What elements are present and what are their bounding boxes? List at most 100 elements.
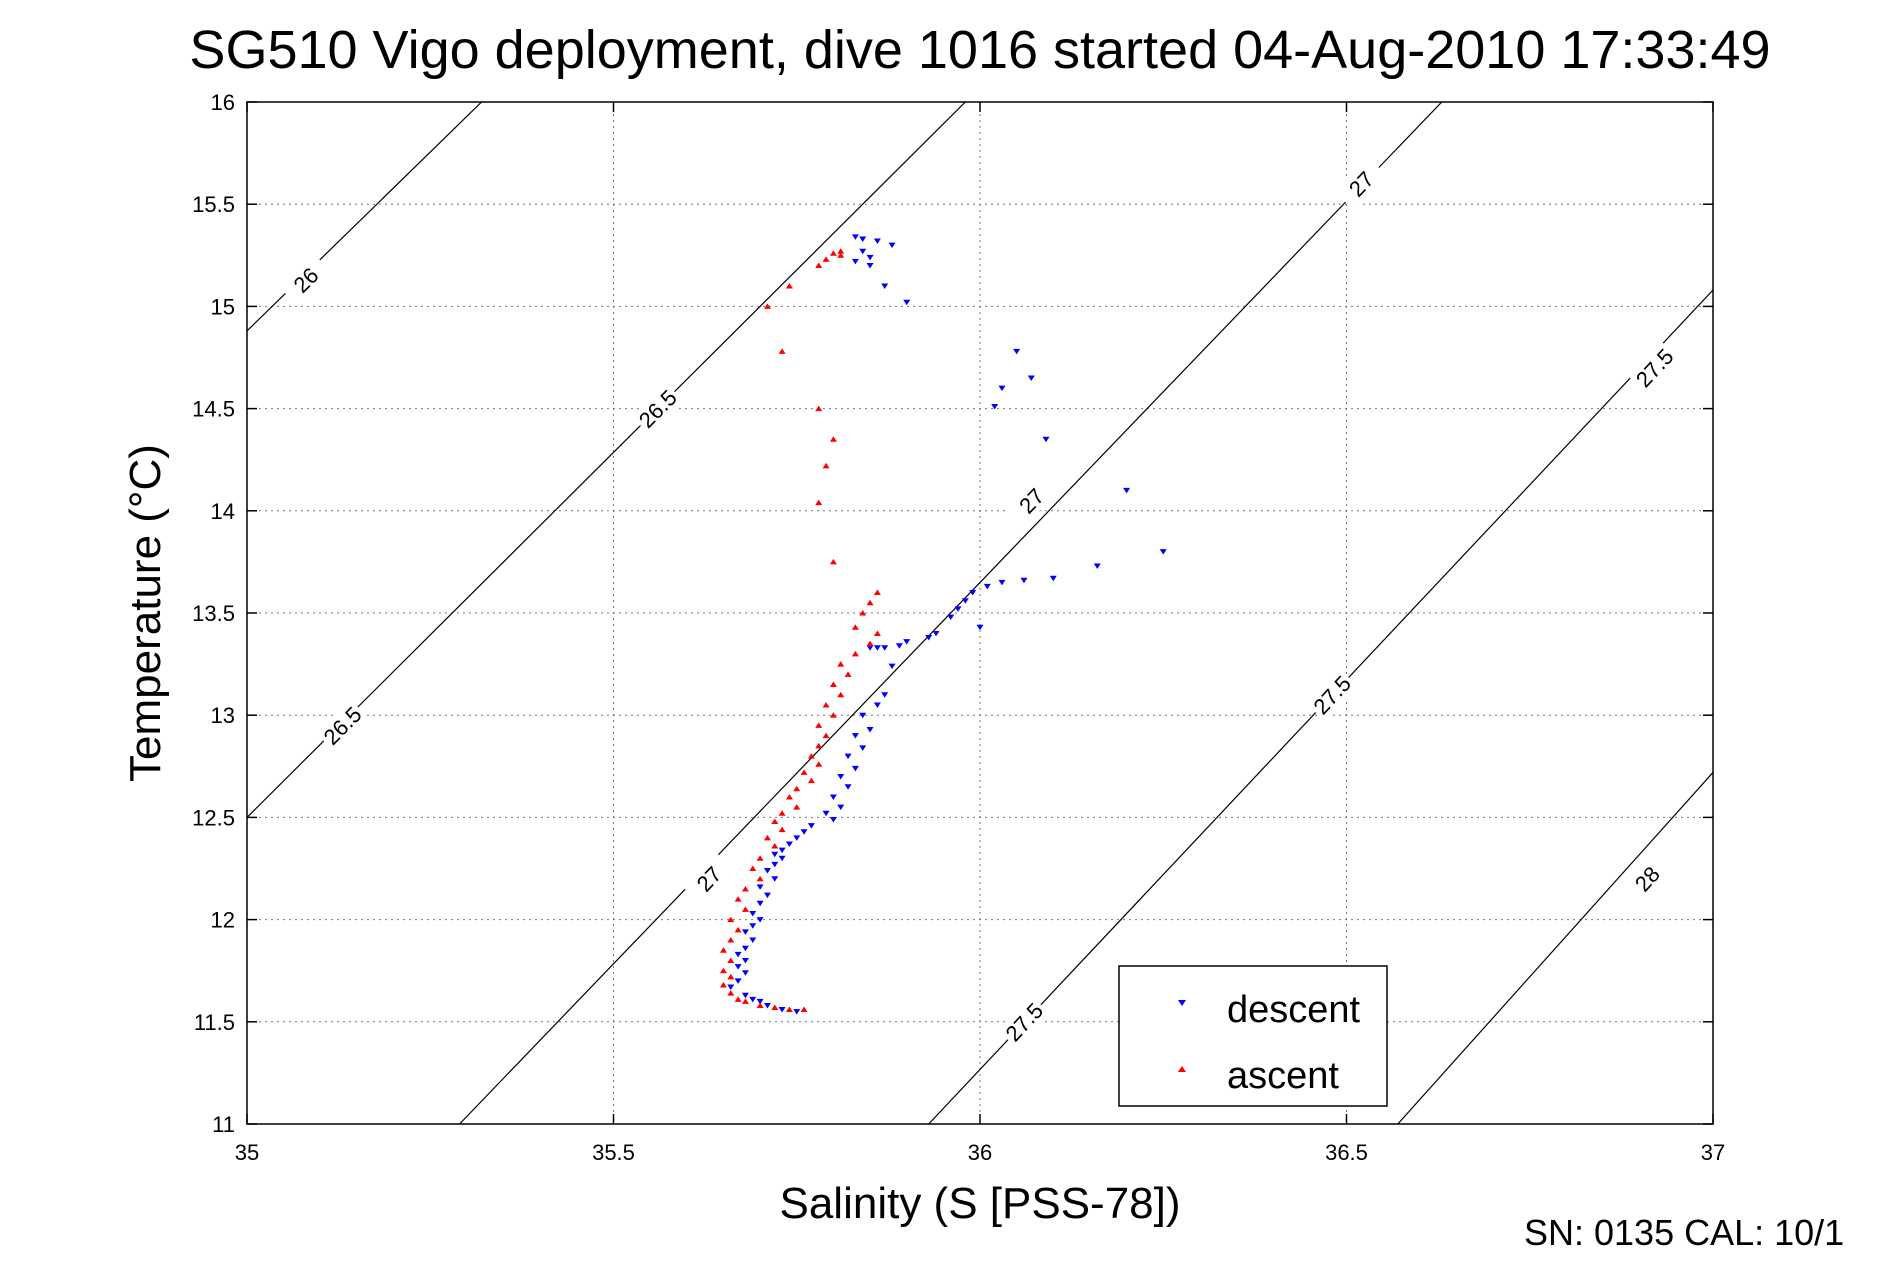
ascent-point bbox=[734, 926, 742, 933]
y-tick-label: 12.5 bbox=[192, 805, 235, 830]
descent-point bbox=[749, 996, 757, 1003]
descent-point bbox=[749, 923, 757, 929]
descent-point bbox=[741, 929, 749, 935]
density-contours bbox=[247, 102, 1713, 1124]
ascent-point bbox=[829, 558, 837, 565]
descent-point bbox=[734, 951, 742, 958]
ascent-point bbox=[837, 252, 845, 258]
ascent-point bbox=[851, 650, 859, 657]
ascent-point bbox=[763, 834, 771, 841]
ascent-point bbox=[771, 1004, 779, 1010]
ascent-point bbox=[778, 810, 786, 816]
ascent-point bbox=[829, 436, 837, 442]
ascent-point bbox=[837, 248, 845, 254]
ascent-point bbox=[778, 826, 786, 833]
descent-point bbox=[800, 829, 808, 835]
descent-point bbox=[844, 753, 852, 760]
ascent-point bbox=[807, 777, 815, 784]
ascent-point bbox=[727, 957, 735, 963]
ascent-point bbox=[771, 843, 779, 849]
legend: descent ascent bbox=[1118, 965, 1388, 1107]
y-tick-label: 11.5 bbox=[194, 1010, 235, 1035]
descent-point bbox=[998, 385, 1006, 392]
descent-point bbox=[763, 868, 771, 874]
descent-point bbox=[793, 835, 801, 841]
ascent-point bbox=[734, 896, 742, 902]
descent-point bbox=[1123, 487, 1131, 494]
x-tick-labels: 35 35.5 36 36.5 37 bbox=[235, 1140, 1725, 1165]
legend-label-descent: descent bbox=[1227, 989, 1361, 1031]
ascent-point bbox=[763, 303, 771, 309]
legend-marker-descent bbox=[1178, 1000, 1186, 1006]
y-tick-label: 14 bbox=[211, 499, 235, 524]
y-axis-label: Temperature (°C) bbox=[121, 444, 170, 782]
ascent-point bbox=[756, 875, 764, 882]
descent-point bbox=[925, 635, 933, 641]
ascent-point bbox=[807, 753, 815, 759]
ascent-point bbox=[785, 282, 793, 289]
x-tick-label: 35.5 bbox=[592, 1140, 635, 1165]
ascent-point bbox=[785, 793, 793, 800]
x-axis-label: Salinity (S [PSS-78]) bbox=[779, 1179, 1180, 1228]
descent-point bbox=[851, 765, 859, 772]
density-contour-line bbox=[247, 102, 966, 818]
contour-label-background bbox=[1005, 474, 1058, 527]
ascent-point bbox=[822, 256, 830, 262]
descent-point bbox=[866, 727, 874, 733]
ascent-point bbox=[727, 990, 735, 996]
ascent-point bbox=[815, 499, 823, 506]
ascent-point bbox=[822, 462, 830, 469]
descent-point bbox=[1093, 563, 1101, 569]
ascent-point bbox=[785, 1006, 793, 1013]
contour-label-background bbox=[1305, 668, 1358, 722]
descent-point bbox=[851, 258, 859, 265]
x-tick-label: 37 bbox=[1701, 1140, 1725, 1165]
contour-label-background bbox=[1621, 852, 1673, 906]
descent-point bbox=[991, 404, 999, 410]
descent-point bbox=[771, 861, 779, 868]
descent-point bbox=[881, 645, 889, 651]
descent-point bbox=[756, 900, 764, 907]
descent-point bbox=[771, 851, 779, 858]
ascent-point bbox=[719, 982, 727, 988]
descent-point bbox=[859, 248, 867, 255]
ascent-point bbox=[719, 947, 727, 953]
descent-point bbox=[1049, 575, 1057, 582]
ascent-point bbox=[741, 885, 749, 892]
y-tick-label: 16 bbox=[211, 90, 235, 115]
descent-point bbox=[976, 624, 984, 631]
descent-point bbox=[793, 1009, 801, 1015]
descent-point bbox=[756, 884, 764, 890]
descent-point bbox=[859, 712, 867, 719]
ascent-point bbox=[793, 804, 801, 810]
density-contour-line bbox=[1397, 772, 1713, 1124]
x-tick-label: 35 bbox=[235, 1140, 259, 1165]
descent-point bbox=[932, 630, 940, 637]
descent-point bbox=[837, 804, 845, 811]
ascent-point bbox=[727, 916, 735, 923]
descent-point bbox=[954, 606, 962, 612]
descent-point bbox=[866, 645, 874, 651]
ascent-point bbox=[741, 998, 749, 1004]
descent-point bbox=[873, 645, 881, 651]
descent-point bbox=[741, 945, 749, 952]
series-ascent bbox=[719, 248, 881, 1013]
descent-point bbox=[749, 910, 757, 917]
chart-title: SG510 Vigo deployment, dive 1016 started… bbox=[189, 20, 1770, 80]
descent-point bbox=[961, 598, 969, 604]
ascent-point bbox=[734, 996, 742, 1002]
descent-point bbox=[785, 841, 793, 847]
descent-point bbox=[866, 254, 874, 261]
descent-point bbox=[873, 238, 881, 244]
descent-point bbox=[888, 663, 896, 670]
descent-point bbox=[807, 823, 815, 829]
descent-point bbox=[969, 590, 977, 596]
descent-point bbox=[771, 876, 779, 882]
x-tick-label: 36.5 bbox=[1325, 1140, 1368, 1165]
descent-point bbox=[859, 236, 867, 242]
x-tick-label: 36 bbox=[968, 1140, 992, 1165]
legend-label-ascent: ascent bbox=[1227, 1055, 1339, 1097]
descent-point bbox=[998, 579, 1006, 586]
contour-label-background bbox=[316, 699, 369, 752]
